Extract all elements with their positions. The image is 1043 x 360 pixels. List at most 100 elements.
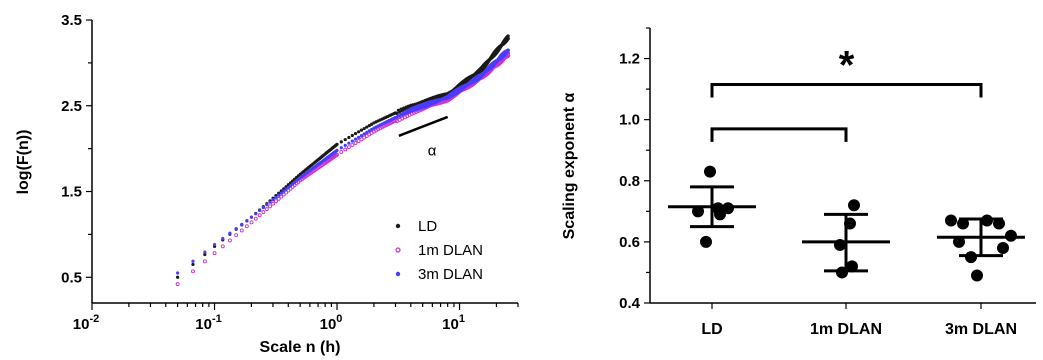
- data-point: [834, 238, 846, 251]
- data-point: [347, 141, 351, 145]
- data-point: [1005, 229, 1017, 242]
- data-point: [692, 205, 704, 218]
- data-point: [356, 139, 361, 144]
- data-point: [844, 217, 856, 230]
- data-point: [284, 190, 289, 195]
- group-1m-dlan: [802, 199, 890, 279]
- data-point: [971, 269, 983, 282]
- data-point: [249, 215, 254, 219]
- data-point: [175, 282, 180, 287]
- data-point: [722, 202, 734, 215]
- data-point: [202, 259, 207, 264]
- slope-annotation-line: [398, 115, 449, 137]
- right-x-ticks: LD 1m DLAN 3m DLAN: [701, 303, 1017, 338]
- data-point: [359, 133, 364, 138]
- data-point: [221, 236, 225, 241]
- data-point: [343, 147, 348, 152]
- left-y-ticks: 0.5 1.5 2.5 3.5: [61, 12, 92, 286]
- data-point: [945, 214, 957, 227]
- left-series-points: [175, 34, 511, 287]
- data-point: [953, 235, 965, 248]
- data-point: [362, 126, 366, 131]
- data-point: [359, 128, 364, 132]
- data-point: [274, 195, 278, 199]
- data-point: [220, 244, 225, 249]
- data-point: [281, 192, 286, 197]
- data-point: [353, 137, 358, 141]
- left-x-tick-label: 10-2: [73, 313, 99, 333]
- data-point: [254, 212, 258, 216]
- data-point: [212, 243, 217, 247]
- data-point: [335, 142, 339, 146]
- data-point: [279, 191, 283, 195]
- data-point: [268, 204, 272, 209]
- data-point: [965, 251, 977, 264]
- data-point: [997, 242, 1009, 254]
- left-y-tick-label: 2.5: [61, 98, 82, 115]
- data-point: [264, 207, 269, 212]
- data-point: [279, 194, 284, 199]
- data-point: [257, 213, 262, 218]
- data-point: [228, 231, 232, 235]
- data-point: [239, 228, 244, 233]
- right-y-ticks: 0.4 0.6 0.8 1.0 1.2: [619, 27, 650, 312]
- data-point: [191, 269, 195, 274]
- category-label: 1m DLAN: [810, 321, 882, 338]
- dfa-chart: 0.5 1.5 2.5 3.5 10-2 10-1 100 101 α Scale n (h…: [15, 12, 519, 356]
- significance-bracket: [710, 127, 848, 142]
- data-point: [244, 224, 249, 229]
- series-ld: [176, 34, 510, 279]
- significance-brackets: *: [710, 44, 983, 142]
- left-x-tick-label: 100: [320, 313, 343, 333]
- significance-star: *: [839, 44, 855, 88]
- right-y-tick-label: 0.4: [619, 295, 641, 312]
- data-point: [347, 135, 351, 140]
- data-point: [339, 150, 344, 154]
- data-point: [258, 208, 262, 213]
- series-3m-dlan: [176, 48, 510, 275]
- data-point: [203, 252, 207, 257]
- data-point: [273, 199, 278, 204]
- right-y-axis-title: Scaling exponent α: [561, 92, 578, 239]
- legend-label: 1m DLAN: [418, 242, 483, 259]
- data-point: [362, 135, 367, 140]
- data-point: [277, 193, 281, 197]
- left-y-tick-label: 1.5: [61, 184, 82, 201]
- right-y-tick-label: 1.0: [619, 112, 640, 129]
- data-point: [261, 205, 265, 210]
- data-point: [249, 220, 254, 225]
- data-point: [506, 36, 510, 41]
- left-x-ticks: 10-2 10-1 100 101: [73, 303, 519, 333]
- data-point: [176, 275, 180, 279]
- data-point: [253, 216, 258, 221]
- data-point: [846, 260, 858, 273]
- group-3m-dlan: [937, 214, 1025, 282]
- data-point: [212, 251, 217, 256]
- legend: LD 1m DLAN 3m DLAN: [395, 218, 483, 283]
- data-point: [378, 126, 383, 131]
- data-point: [203, 250, 207, 254]
- data-point: [836, 266, 848, 279]
- data-point: [284, 187, 288, 191]
- right-y-tick-label: 0.8: [619, 173, 640, 190]
- data-point: [350, 139, 354, 143]
- left-x-axis-title: Scale n (h): [260, 339, 341, 356]
- category-label: 3m DLAN: [945, 321, 1017, 338]
- data-point: [506, 53, 511, 58]
- data-point: [356, 130, 361, 134]
- right-y-tick-label: 1.2: [619, 51, 640, 68]
- data-point: [704, 165, 716, 178]
- data-point: [282, 189, 286, 193]
- legend-marker: [395, 247, 401, 253]
- data-point: [268, 200, 272, 204]
- data-point: [367, 129, 371, 133]
- data-point: [365, 130, 369, 134]
- left-x-tick-label: 10-1: [195, 313, 221, 333]
- data-point: [191, 262, 195, 267]
- left-y-tick-label: 3.5: [61, 12, 82, 29]
- data-point: [350, 143, 355, 147]
- category-label: LD: [701, 321, 722, 338]
- left-y-axis-title: log(F(n)): [15, 130, 32, 195]
- data-point: [350, 133, 354, 138]
